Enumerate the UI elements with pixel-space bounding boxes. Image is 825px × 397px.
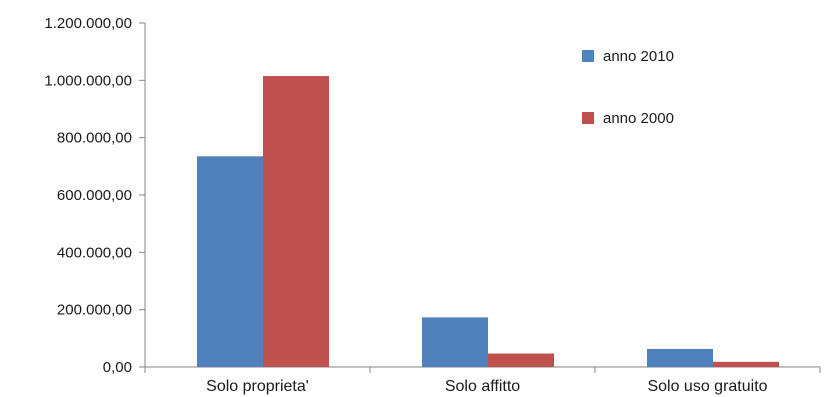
x-tick-label: Solo proprieta' — [206, 378, 309, 395]
y-axis: 0,00 200.000,00 400.000,00 600.000,00 800.00… — [44, 15, 146, 376]
bar-series1 — [197, 156, 263, 367]
y-tick-label: 0,00 — [103, 359, 132, 376]
y-tick-label: 200.000,00 — [57, 302, 132, 319]
legend-swatch — [582, 112, 594, 124]
x-tick-label: Solo affitto — [445, 378, 520, 395]
bar-series2 — [713, 361, 779, 367]
bar-series2 — [263, 76, 329, 368]
legend-swatch — [582, 50, 594, 62]
bar-series2 — [488, 353, 554, 367]
y-tick-label: 600.000,00 — [57, 187, 132, 204]
legend: anno 2010 anno 2000 — [582, 48, 674, 127]
x-tick-label: Solo uso gratuito — [647, 378, 767, 395]
bars — [197, 76, 779, 368]
y-tick-label: 1.200.000,00 — [44, 15, 132, 32]
y-tick-label: 400.000,00 — [57, 244, 132, 261]
bar-series1 — [422, 317, 488, 367]
y-tick-label: 800.000,00 — [57, 130, 132, 147]
x-axis: Solo proprieta' Solo affitto Solo uso grat… — [144, 366, 821, 395]
bar-series1 — [647, 348, 713, 367]
legend-label: anno 2010 — [603, 48, 674, 65]
legend-label: anno 2000 — [603, 110, 674, 127]
y-tick-label: 1.000.000,00 — [44, 72, 132, 89]
